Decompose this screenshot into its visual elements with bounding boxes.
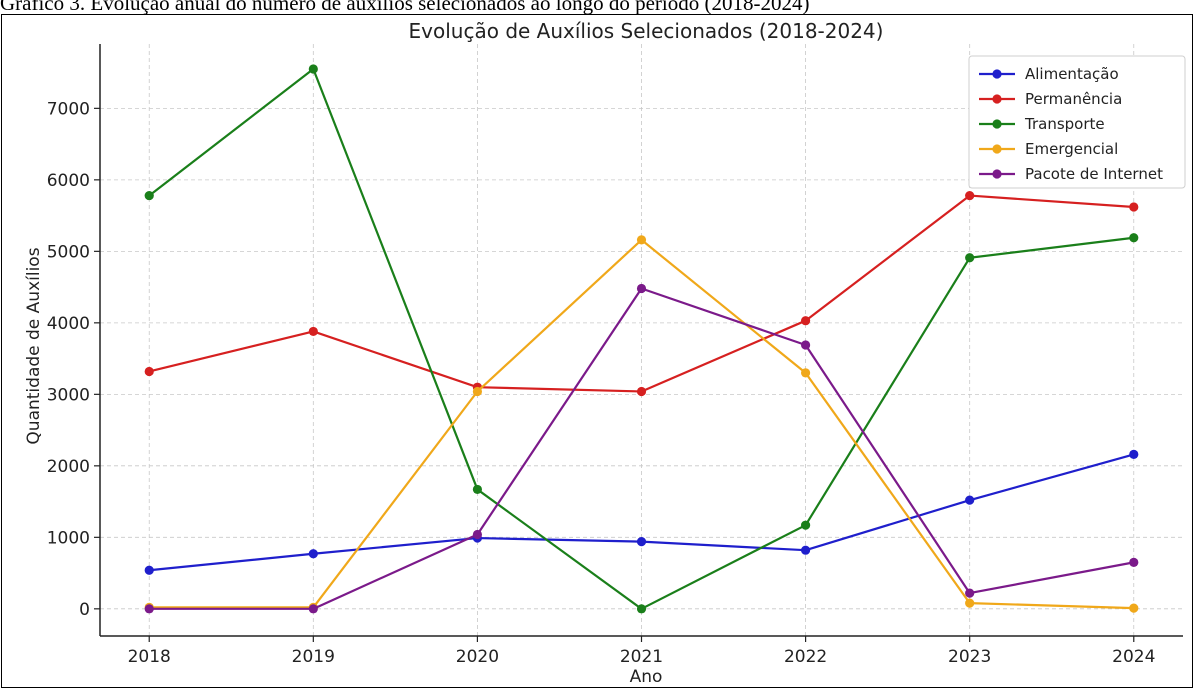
data-point-pacote-de-internet	[144, 604, 154, 614]
data-point-transporte	[308, 64, 318, 74]
y-tick-label: 2000	[47, 457, 90, 477]
data-point-permanencia	[965, 190, 975, 201]
legend-swatch-marker	[992, 119, 1002, 129]
data-point-transporte	[800, 520, 811, 530]
legend-item-emergencial: Emergencial	[979, 140, 1118, 158]
data-point-transporte	[1129, 233, 1139, 243]
data-point-pacote-de-internet	[636, 283, 647, 294]
legend-label: Alimentação	[1025, 65, 1119, 83]
data-point-alimentacao	[965, 495, 975, 505]
data-point-pacote-de-internet	[965, 588, 975, 598]
legend: Alimentação Permanência Transporte Emergenc…	[968, 55, 1186, 189]
data-point-alimentacao	[308, 549, 318, 559]
x-axis-label: Ano	[630, 667, 663, 687]
data-point-pacote-de-internet	[472, 529, 483, 540]
y-tick-label: 5000	[47, 242, 90, 262]
y-tick-label: 1000	[47, 528, 90, 548]
data-point-pacote-de-internet	[800, 340, 811, 350]
legend-box	[968, 55, 1186, 189]
data-point-emergencial	[965, 598, 975, 608]
legend-swatch-marker	[992, 94, 1002, 104]
legend-item-alimentacao: Alimentação	[979, 65, 1119, 83]
x-tick-label: 2023	[948, 647, 991, 667]
series	[144, 64, 1139, 614]
data-point-emergencial	[1129, 603, 1139, 613]
x-tick-label: 2019	[292, 647, 335, 667]
series-line-pacote-de-internet	[149, 287, 1134, 610]
data-point-permanencia	[308, 326, 318, 337]
data-point-emergencial	[472, 386, 483, 397]
data-point-alimentacao	[144, 565, 154, 575]
series-pacote-de-internet	[144, 283, 1139, 614]
ticks: 0 1000 2000 3000 4000 5000 6000 7000 2018 2019 202…	[47, 99, 1156, 667]
figure-caption: Gráfico 3. Evolução anual do número de a…	[0, 0, 810, 15]
y-tick-label: 4000	[47, 314, 90, 334]
y-tick-label: 6000	[47, 171, 90, 191]
legend-swatch-marker	[992, 169, 1002, 179]
legend-swatch-marker	[992, 144, 1002, 154]
y-tick-label: 0	[79, 600, 90, 620]
x-tick-label: 2021	[620, 647, 663, 667]
data-point-permanencia	[800, 316, 811, 326]
x-tick-label: 2022	[784, 647, 827, 667]
data-point-pacote-de-internet	[1129, 557, 1139, 567]
data-point-pacote-de-internet	[308, 604, 318, 614]
data-point-transporte	[965, 253, 975, 263]
x-tick-label: 2024	[1112, 647, 1155, 667]
data-point-alimentacao	[1129, 449, 1139, 459]
data-point-alimentacao	[636, 537, 647, 547]
x-tick-label: 2020	[456, 647, 499, 667]
data-point-permanencia	[636, 386, 647, 397]
legend-item-transporte: Transporte	[979, 115, 1105, 133]
y-axis-label: Quantidade de Auxílios	[24, 247, 44, 444]
legend-label: Pacote de Internet	[1025, 165, 1163, 183]
series-transporte	[144, 64, 1139, 614]
data-point-transporte	[472, 484, 483, 495]
legend-item-permanencia: Permanência	[979, 90, 1122, 108]
data-point-emergencial	[636, 235, 647, 245]
data-point-alimentacao	[800, 545, 811, 555]
chart-title: Evolução de Auxílios Selecionados (2018-…	[409, 19, 884, 43]
legend-label: Transporte	[1024, 115, 1105, 133]
y-tick-label: 7000	[47, 99, 90, 119]
legend-item-pacote-de-internet: Pacote de Internet	[979, 165, 1163, 183]
data-point-transporte	[144, 190, 154, 201]
x-tick-label: 2018	[128, 647, 171, 667]
y-tick-label: 3000	[47, 385, 90, 405]
legend-label: Permanência	[1025, 90, 1122, 108]
data-point-transporte	[636, 604, 647, 614]
legend-label: Emergencial	[1025, 140, 1118, 158]
data-point-permanencia	[1129, 202, 1139, 212]
legend-swatch-marker	[992, 69, 1002, 79]
data-point-permanencia	[144, 366, 154, 377]
data-point-emergencial	[800, 368, 811, 378]
